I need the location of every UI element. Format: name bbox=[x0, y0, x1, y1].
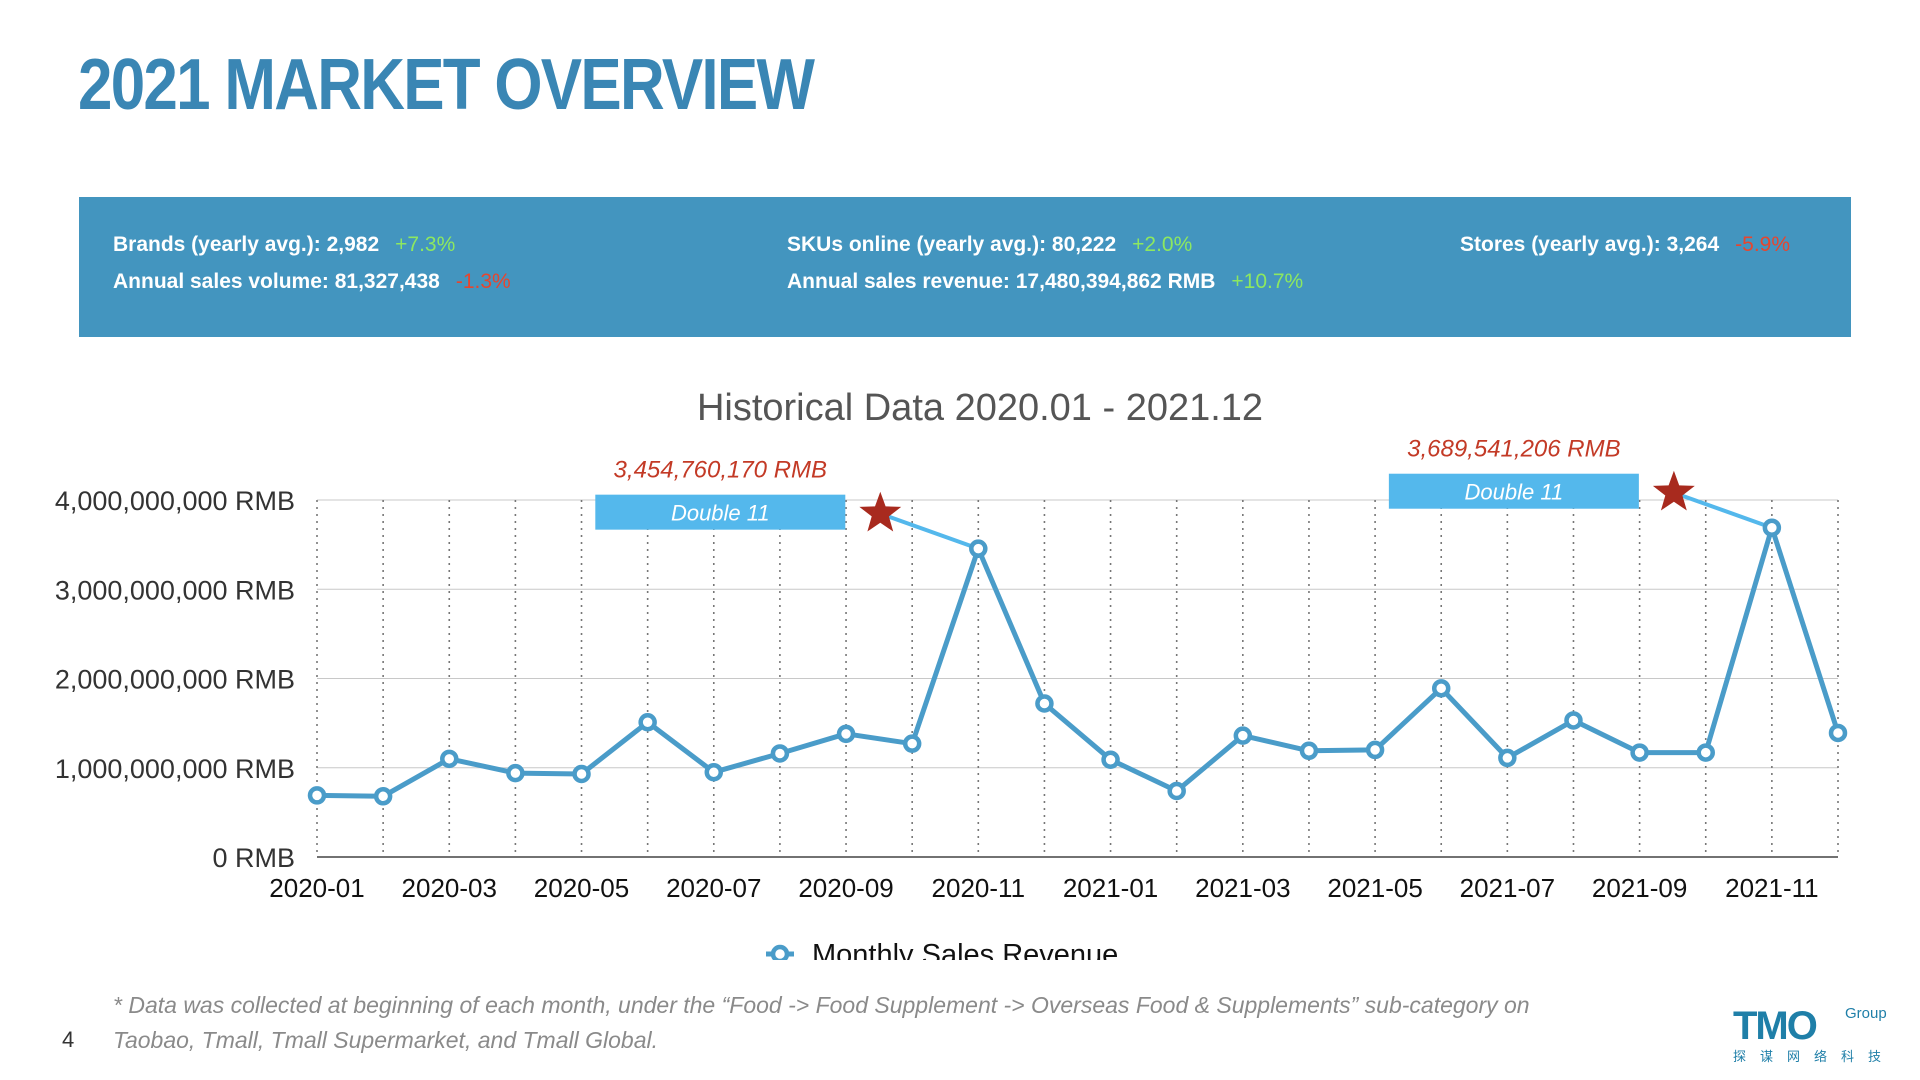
chart-legend: Monthly Sales Revenue bbox=[766, 939, 1118, 960]
stat-stores-label: Stores (yearly avg.): 3,264 bbox=[1460, 233, 1720, 256]
data-point bbox=[1167, 781, 1186, 801]
data-point bbox=[770, 744, 790, 763]
revenue-line-chart: Historical Data 2020.01 - 2021.12 0 RMB 1… bbox=[55, 387, 1848, 960]
y-tick-label: 0 RMB bbox=[212, 843, 295, 873]
data-point bbox=[506, 763, 525, 783]
y-tick-label: 2,000,000,000 RMB bbox=[55, 665, 295, 695]
chart-grid bbox=[316, 499, 1839, 858]
x-tick-label: 2021-09 bbox=[1592, 873, 1687, 903]
data-point bbox=[1035, 694, 1054, 713]
data-point bbox=[969, 539, 988, 558]
data-point bbox=[1233, 726, 1253, 745]
stat-skus-label: SKUs online (yearly avg.): 80,222 bbox=[787, 233, 1117, 256]
data-point bbox=[440, 749, 459, 769]
x-tick-label: 2020-01 bbox=[269, 873, 364, 903]
data-point bbox=[836, 724, 856, 744]
data-point bbox=[638, 712, 657, 732]
data-point bbox=[1431, 679, 1451, 698]
stat-volume-label: Annual sales volume: 81,327,438 bbox=[113, 270, 440, 293]
data-point bbox=[373, 787, 393, 806]
data-point bbox=[1101, 750, 1120, 769]
annotation-label: Double 11 bbox=[671, 501, 770, 526]
x-tick-label: 2020-11 bbox=[932, 873, 1026, 903]
company-logo: TMO Group 探谋网络科技 bbox=[1733, 1004, 1903, 1065]
x-tick-label: 2021-01 bbox=[1063, 873, 1158, 903]
x-tick-label: 2020-07 bbox=[666, 873, 761, 903]
footnote: * Data was collected at beginning of eac… bbox=[113, 988, 1673, 1058]
stat-stores: Stores (yearly avg.): 3,264 -5.9% bbox=[1460, 233, 1790, 257]
annotation-value: 3,454,760,170 RMB bbox=[614, 457, 827, 484]
x-tick-label: 2020-03 bbox=[402, 873, 497, 903]
stat-volume: Annual sales volume: 81,327,438 -1.3% bbox=[113, 270, 511, 294]
stat-brands-change: +7.3% bbox=[395, 233, 456, 256]
stat-skus-change: +2.0% bbox=[1132, 233, 1193, 256]
data-point bbox=[572, 764, 591, 784]
data-point bbox=[1696, 743, 1715, 762]
y-tick-label: 4,000,000,000 RMB bbox=[55, 486, 295, 516]
stat-stores-change: -5.9% bbox=[1735, 233, 1790, 256]
series-line bbox=[316, 525, 1841, 799]
star-icon bbox=[859, 491, 902, 532]
annotation-value: 3,689,541,206 RMB bbox=[1407, 436, 1620, 463]
stat-volume-change: -1.3% bbox=[455, 270, 511, 293]
logo-main-text: TMO bbox=[1733, 1004, 1818, 1048]
data-point bbox=[307, 786, 327, 805]
data-point bbox=[1299, 741, 1319, 761]
data-point bbox=[1365, 740, 1385, 760]
annotation-label: Double 11 bbox=[1465, 480, 1564, 505]
stat-revenue-label: Annual sales revenue: 17,480,394,862 RMB bbox=[787, 270, 1216, 293]
chart-annotations: Double 11 3,454,760,170 RMB Double 11 3,689… bbox=[595, 436, 1773, 551]
footnote-line-2: Taobao, Tmall, Tmall Supermarket, and Tm… bbox=[113, 1027, 658, 1053]
data-point bbox=[902, 734, 922, 753]
x-tick-label: 2021-05 bbox=[1327, 873, 1422, 903]
x-tick-label: 2021-07 bbox=[1460, 873, 1555, 903]
data-point bbox=[704, 762, 724, 782]
logo-sub-text: Group bbox=[1845, 1005, 1887, 1022]
legend-label: Monthly Sales Revenue bbox=[812, 939, 1118, 960]
stats-panel: Brands (yearly avg.): 2,982 +7.3% Annual … bbox=[79, 197, 1851, 337]
data-point bbox=[1630, 743, 1649, 762]
stat-brands-label: Brands (yearly avg.): 2,982 bbox=[113, 233, 380, 256]
x-tick-label: 2021-03 bbox=[1195, 873, 1290, 903]
annotation-leader-line bbox=[879, 511, 979, 551]
data-point bbox=[1498, 748, 1517, 768]
y-tick-label: 1,000,000,000 RMB bbox=[55, 754, 295, 784]
stat-revenue: Annual sales revenue: 17,480,394,862 RMB… bbox=[787, 270, 1303, 294]
page-title: 2021 MARKET OVERVIEW bbox=[78, 45, 815, 125]
star-icon bbox=[1652, 470, 1695, 511]
chart-title: Historical Data 2020.01 - 2021.12 bbox=[697, 387, 1263, 429]
x-tick-label: 2020-05 bbox=[534, 873, 629, 903]
y-tick-label: 3,000,000,000 RMB bbox=[55, 575, 295, 605]
chart-series bbox=[307, 518, 1848, 806]
stat-revenue-change: +10.7% bbox=[1231, 270, 1304, 293]
data-point bbox=[1564, 711, 1583, 730]
x-tick-label: 2021-11 bbox=[1725, 873, 1819, 903]
logo-tagline: 探谋网络科技 bbox=[1733, 1050, 1896, 1065]
stat-brands: Brands (yearly avg.): 2,982 +7.3% bbox=[113, 233, 455, 257]
page-number: 4 bbox=[62, 1027, 75, 1052]
annotation-leader-line bbox=[1673, 490, 1773, 530]
footnote-line-1: * Data was collected at beginning of eac… bbox=[113, 992, 1530, 1018]
chart-axes: 0 RMB 1,000,000,000 RMB 2,000,000,000 RMB 3… bbox=[55, 486, 1819, 903]
annotation-label-box bbox=[1388, 473, 1639, 509]
data-point bbox=[1828, 723, 1848, 743]
annotation-label-box bbox=[595, 494, 846, 530]
data-point bbox=[1762, 518, 1782, 537]
stat-skus: SKUs online (yearly avg.): 80,222 +2.0% bbox=[787, 233, 1192, 257]
legend-marker bbox=[770, 944, 790, 960]
x-tick-label: 2020-09 bbox=[798, 873, 893, 903]
